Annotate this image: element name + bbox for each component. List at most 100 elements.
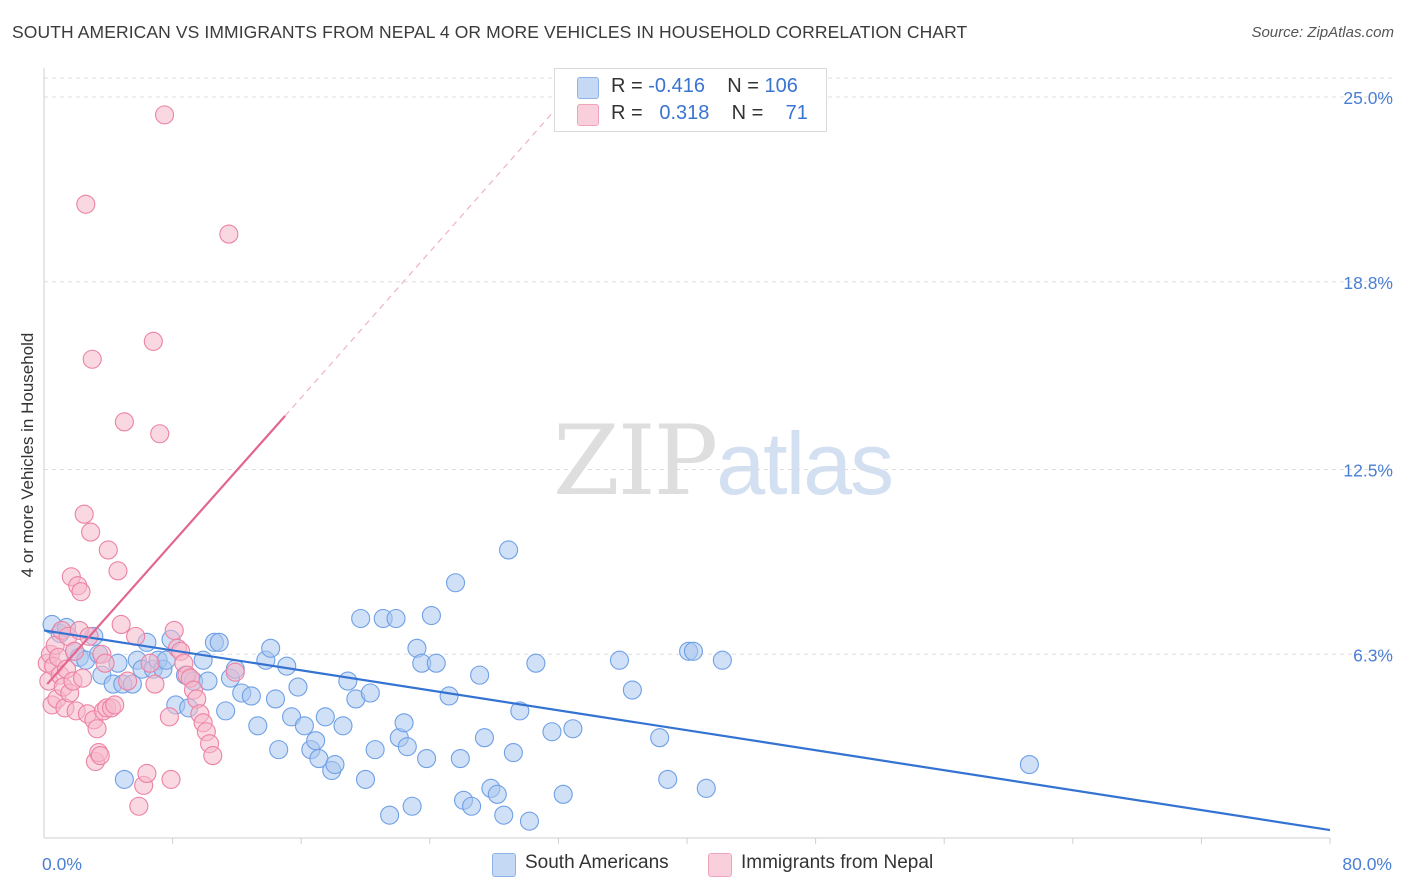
nepal-point bbox=[159, 707, 179, 727]
legend-label: South Americans bbox=[525, 852, 669, 873]
nepal-point bbox=[98, 540, 118, 560]
nepal-point bbox=[203, 746, 223, 766]
series-legend: South Americans Immigrants from Nepal bbox=[0, 852, 1406, 877]
nepal-point bbox=[81, 522, 101, 542]
r-label: R = bbox=[611, 75, 643, 97]
south-american-point bbox=[417, 749, 437, 769]
south-american-point bbox=[474, 728, 495, 748]
south-american-point bbox=[386, 608, 406, 629]
south-american-point bbox=[306, 731, 326, 751]
south-american-point bbox=[658, 769, 678, 789]
south-american-point bbox=[248, 716, 268, 736]
south-american-point bbox=[563, 719, 583, 739]
nepal-point bbox=[164, 620, 184, 640]
nepal-point bbox=[137, 763, 157, 784]
n-label: N = bbox=[727, 75, 759, 97]
south-american-point bbox=[609, 650, 630, 670]
nepal-point bbox=[82, 349, 102, 369]
nepal-point bbox=[219, 224, 239, 244]
south-american-point bbox=[216, 701, 236, 721]
nepal-trendline bbox=[46, 415, 286, 685]
south-american-point bbox=[338, 671, 358, 691]
south-american-point bbox=[499, 540, 519, 560]
y-tick-label: 12.5% bbox=[1343, 461, 1393, 481]
south-american-point bbox=[503, 743, 523, 763]
south-american-point bbox=[650, 728, 670, 748]
nepal-trendline-extension bbox=[284, 96, 567, 417]
r-label: R = bbox=[611, 102, 643, 124]
south-american-point bbox=[294, 716, 314, 736]
y-tick-label: 18.8% bbox=[1343, 273, 1393, 293]
watermark-atlas: atlas bbox=[716, 414, 894, 513]
south-american-point bbox=[445, 573, 466, 593]
south-american-point bbox=[114, 769, 134, 789]
nepal-point bbox=[143, 331, 163, 351]
nepal-point bbox=[114, 412, 134, 432]
watermark-zip: ZIP bbox=[553, 405, 718, 517]
nepal-point bbox=[225, 662, 245, 682]
watermark: ZIPatlas bbox=[553, 405, 894, 517]
south-american-point bbox=[421, 605, 441, 626]
nepal-point bbox=[111, 614, 131, 635]
legend-label: Immigrants from Nepal bbox=[741, 852, 934, 873]
nepal-point bbox=[87, 719, 107, 739]
legend-swatch-pink bbox=[577, 104, 599, 126]
south-american-point bbox=[696, 778, 716, 798]
nepal-point bbox=[161, 769, 181, 789]
south-american-point bbox=[261, 638, 281, 658]
south-american-point bbox=[351, 608, 371, 629]
x-tick-label: 0.0% bbox=[42, 854, 82, 874]
nepal-point bbox=[145, 674, 165, 694]
south-american-point bbox=[470, 665, 490, 685]
chart-title: SOUTH AMERICAN VS IMMIGRANTS FROM NEPAL … bbox=[12, 22, 968, 42]
south-american-point bbox=[426, 653, 446, 673]
south-american-point bbox=[1019, 754, 1039, 775]
legend-stats-blue: R = -0.416 N = 106 bbox=[611, 75, 798, 98]
nepal-point bbox=[90, 746, 110, 766]
nepal-point bbox=[73, 668, 93, 688]
nepal-point bbox=[105, 695, 125, 715]
nepal-point bbox=[155, 105, 175, 125]
south-american-point bbox=[333, 716, 353, 736]
nepal-point bbox=[150, 424, 170, 444]
south-american-point bbox=[450, 749, 470, 769]
n-value: 106 bbox=[764, 75, 798, 97]
source-label: Source: ZipAtlas.com bbox=[1251, 24, 1394, 41]
south-american-point bbox=[209, 632, 229, 652]
legend-swatch-pink bbox=[708, 853, 732, 877]
south-american-point bbox=[439, 686, 459, 706]
n-label: N = bbox=[731, 102, 764, 124]
south-american-point bbox=[360, 683, 380, 703]
nepal-point bbox=[118, 671, 138, 691]
nepal-point bbox=[71, 582, 91, 602]
legend-stats-pink: R = 0.318 N = 71 bbox=[611, 102, 808, 125]
south-american-point bbox=[315, 707, 335, 727]
south-american-point bbox=[526, 653, 546, 673]
south-american-point bbox=[462, 796, 482, 816]
south-american-point bbox=[355, 769, 376, 789]
south-american-point bbox=[683, 641, 703, 661]
south-american-point bbox=[622, 680, 642, 700]
y-tick-label: 25.0% bbox=[1343, 88, 1393, 108]
r-value: 0.318 bbox=[659, 102, 710, 124]
south-american-point bbox=[397, 737, 417, 757]
south-american-point bbox=[265, 689, 286, 709]
south-american-point bbox=[325, 754, 345, 775]
nepal-point bbox=[140, 653, 160, 673]
x-tick-label: 80.0% bbox=[1342, 854, 1392, 874]
nepal-point bbox=[76, 194, 96, 214]
south-american-point bbox=[494, 805, 514, 825]
south-american-point bbox=[402, 796, 422, 816]
south-american-point bbox=[365, 740, 385, 760]
south-american-point bbox=[380, 805, 400, 825]
nepal-point bbox=[95, 653, 115, 673]
south-american-point bbox=[542, 722, 562, 742]
y-tick-label: 6.3% bbox=[1353, 645, 1393, 665]
south-american-point bbox=[519, 811, 540, 831]
south-american-trendline bbox=[43, 629, 1331, 832]
south-american-point bbox=[288, 677, 308, 697]
south-american-point bbox=[241, 686, 261, 706]
south-american-point bbox=[487, 784, 507, 804]
nepal-point bbox=[129, 796, 149, 816]
south-american-point bbox=[394, 713, 414, 733]
